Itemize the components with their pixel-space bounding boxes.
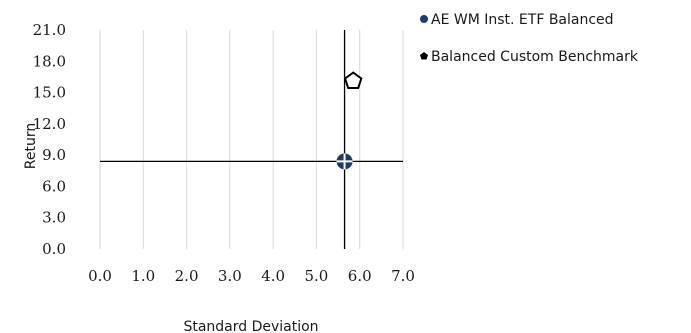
y-tick-label-2: 6.0 [42,177,66,195]
y-tick-label-5: 15.0 [33,84,66,102]
y-tick-label-0: 0.0 [42,240,66,258]
x-tick-label-2: 2.0 [175,267,199,285]
benchmark-point-marker [343,71,363,89]
y-axis-title: Return [23,123,39,169]
y-tick-label-3: 9.0 [42,146,66,164]
x-tick-label-0: 0.0 [88,267,112,285]
legend-label-benchmark: Balanced Custom Benchmark [431,49,639,65]
y-tick-label-1: 3.0 [42,209,66,227]
grid-lines [99,30,404,249]
x-axis-title: Standard Deviation [183,319,318,333]
y-tick-label-4: 12.0 [33,115,66,133]
data-marks [100,30,403,249]
x-tick-label-6: 6.0 [348,267,372,285]
legend-marker-etf [420,15,428,23]
x-tick-label-3: 3.0 [218,267,242,285]
legend: AE WM Inst. ETF Balanced Balanced Custom… [420,12,639,65]
x-tick-label-1: 1.0 [131,267,155,285]
tick-labels: 0.0 1.0 2.0 3.0 4.0 5.0 6.0 7.0 0.0 3.0 6.0 9.0 12.0… [33,21,415,285]
y-tick-label-7: 21.0 [33,21,66,39]
x-tick-label-4: 4.0 [261,267,285,285]
legend-item-benchmark: Balanced Custom Benchmark [420,49,639,65]
x-tick-label-7: 7.0 [391,267,415,285]
y-tick-label-6: 18.0 [33,52,66,70]
legend-item-etf: AE WM Inst. ETF Balanced [420,12,614,28]
x-tick-label-5: 5.0 [304,267,328,285]
legend-marker-benchmark [420,52,428,60]
legend-label-etf: AE WM Inst. ETF Balanced [431,12,614,28]
